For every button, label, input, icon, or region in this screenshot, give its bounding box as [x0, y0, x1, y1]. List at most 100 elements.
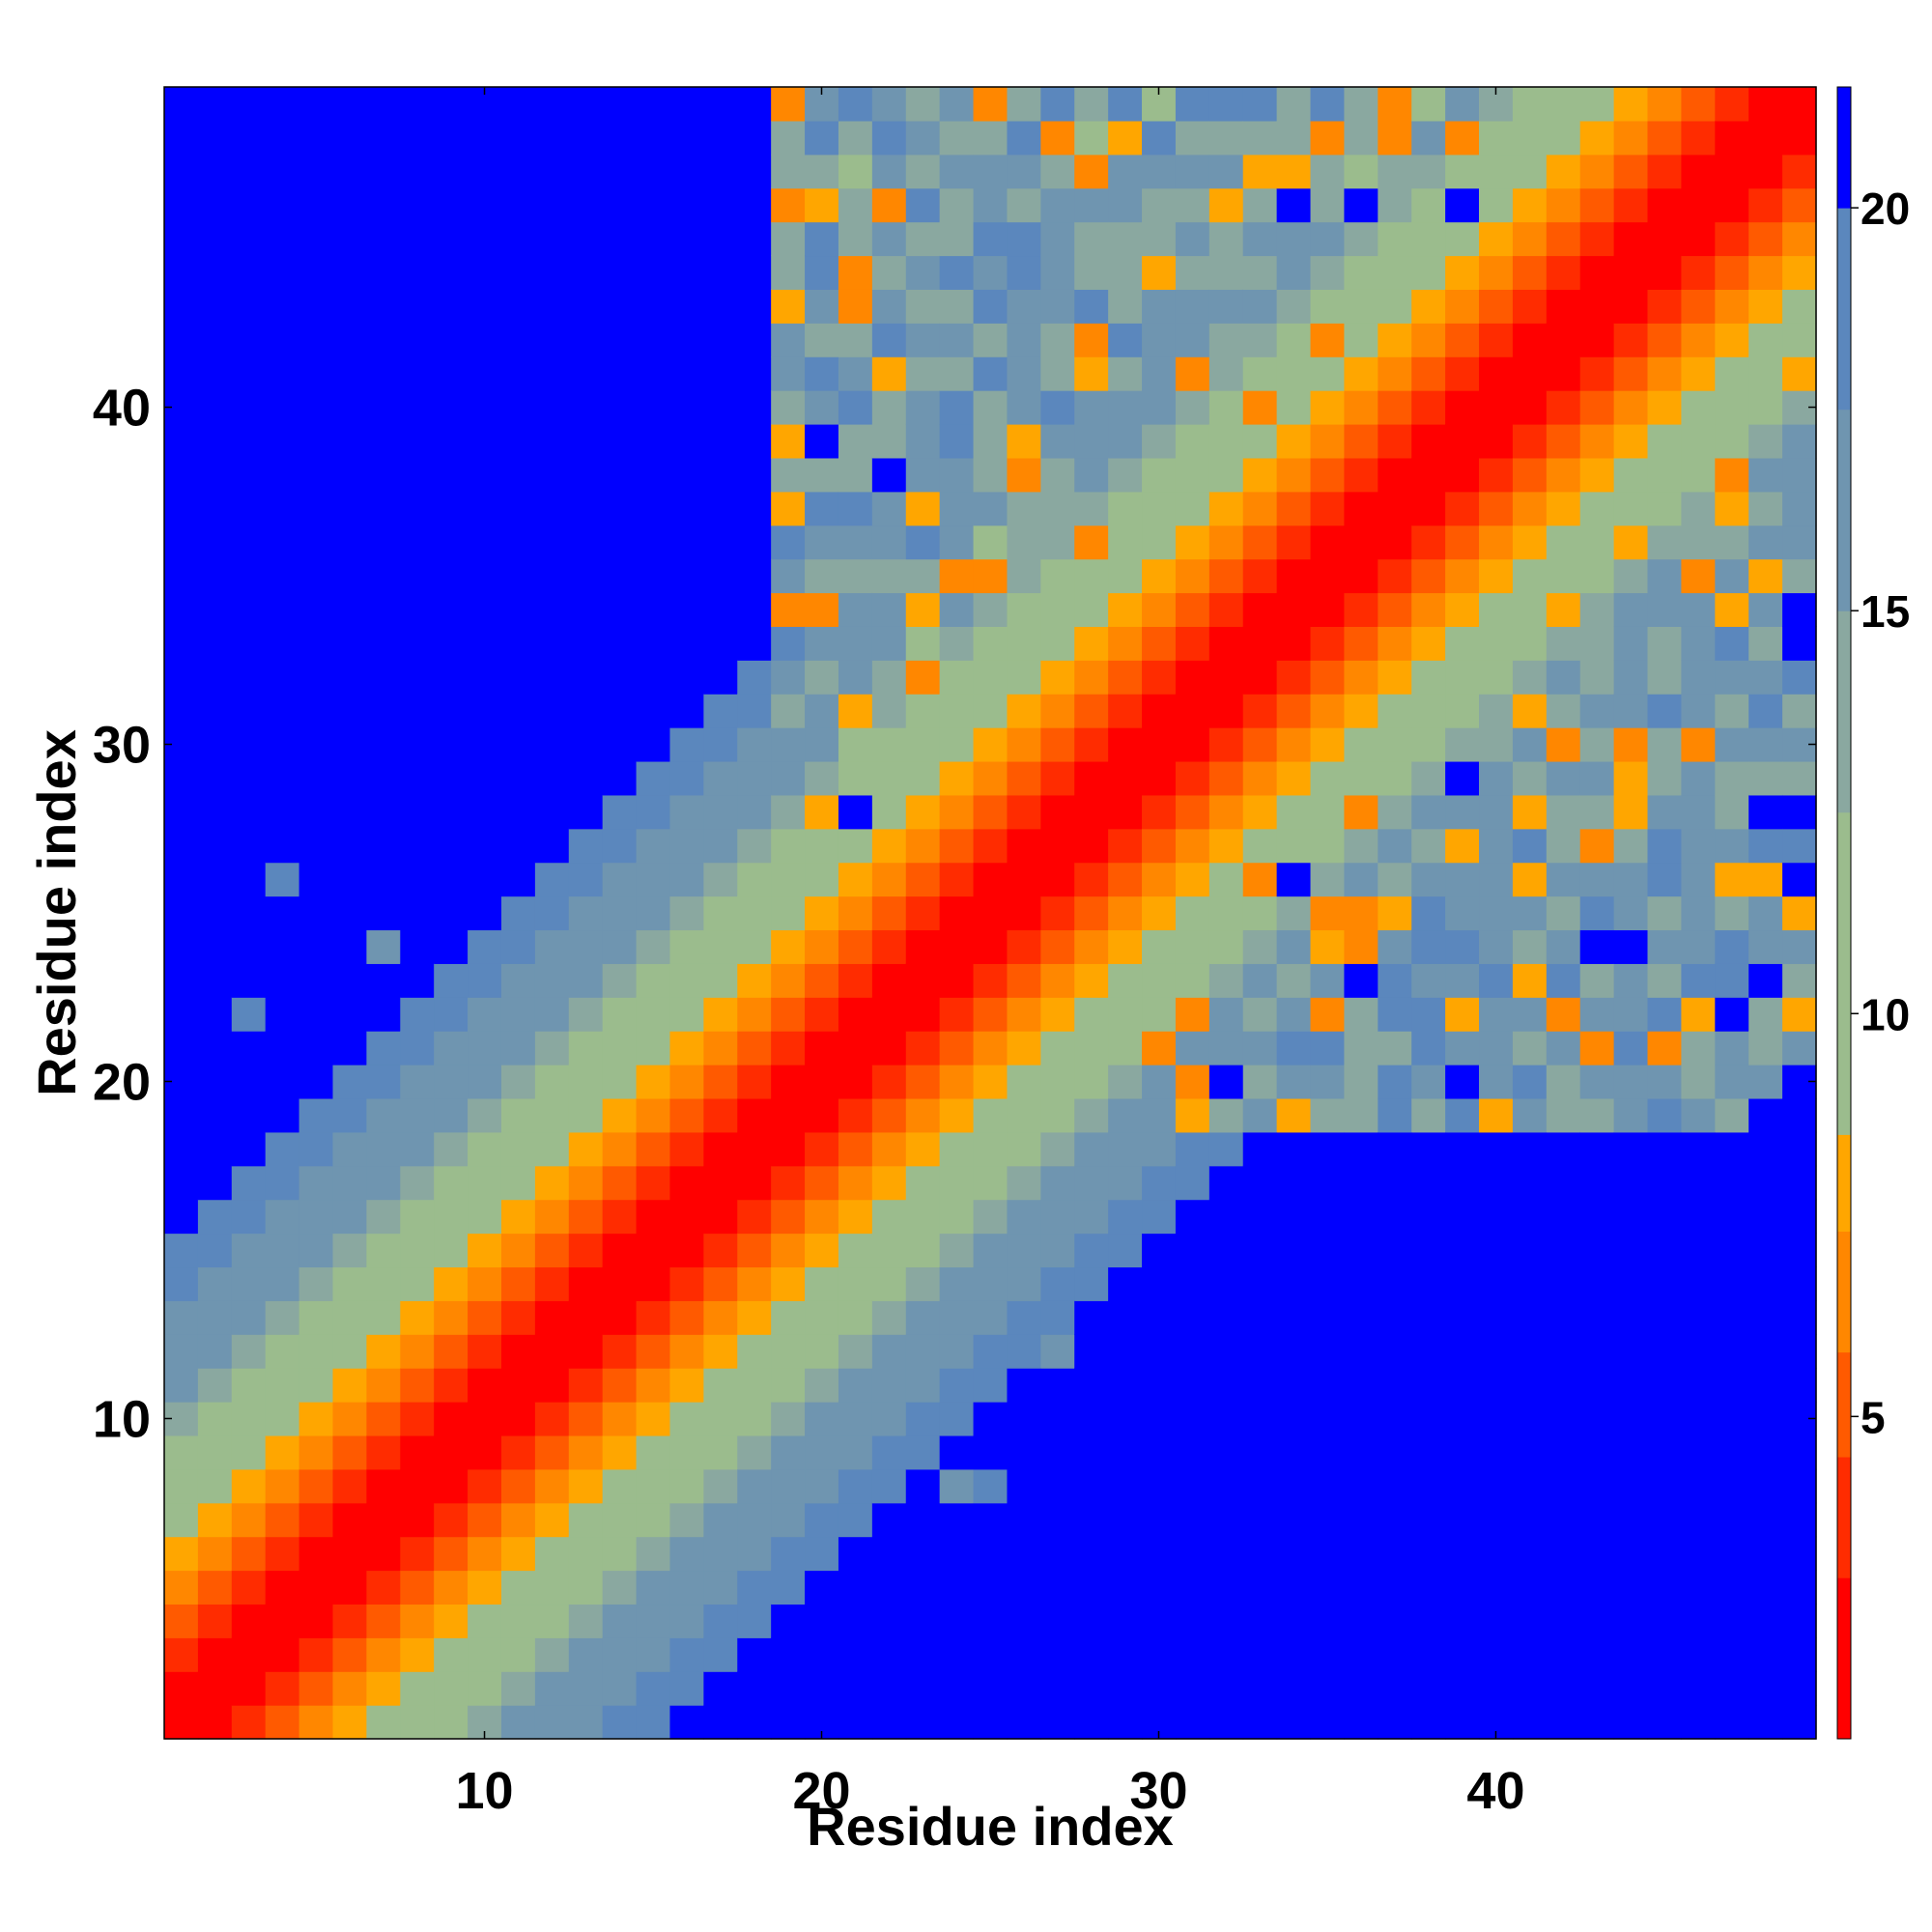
heatmap-cell: [366, 1705, 401, 1740]
heatmap-cell: [1175, 1502, 1210, 1538]
heatmap-cell: [1782, 1266, 1817, 1301]
heatmap-cell: [265, 491, 300, 526]
heatmap-cell: [1479, 154, 1514, 189]
heatmap-cell: [905, 1031, 941, 1065]
heatmap-cell: [400, 1435, 435, 1470]
heatmap-cell: [1208, 491, 1244, 526]
heatmap-cell: [231, 1502, 267, 1538]
heatmap-cell: [197, 895, 233, 931]
y-tick-label: 40: [93, 380, 151, 438]
heatmap-cell: [1748, 1604, 1783, 1638]
heatmap-cell: [1208, 1637, 1244, 1672]
heatmap-cell: [905, 1604, 941, 1638]
heatmap-cell: [231, 929, 267, 964]
heatmap-cell: [164, 1637, 199, 1672]
heatmap-cell: [1310, 356, 1346, 391]
heatmap-cell: [197, 491, 233, 526]
heatmap-cell: [1546, 423, 1581, 459]
heatmap-cell: [1479, 1671, 1514, 1706]
heatmap-cell: [1007, 592, 1041, 627]
heatmap-cell: [1613, 289, 1649, 324]
heatmap-cell: [636, 1671, 671, 1706]
heatmap-cell: [500, 626, 536, 661]
heatmap-cell: [1007, 491, 1041, 526]
heatmap-cell: [1378, 1266, 1412, 1301]
heatmap-cell: [703, 1097, 738, 1133]
heatmap-cell: [1242, 221, 1278, 257]
heatmap-cell: [1681, 1435, 1716, 1470]
heatmap-cell: [805, 1637, 839, 1672]
heatmap-cell: [973, 423, 1009, 459]
heatmap-cell: [468, 1334, 502, 1369]
heatmap-cell: [197, 87, 233, 122]
heatmap-cell: [197, 457, 233, 493]
heatmap-cell: [1310, 1435, 1346, 1470]
heatmap-cell: [602, 1233, 638, 1268]
heatmap-cell: [838, 1199, 873, 1235]
heatmap-cell: [669, 323, 704, 357]
heatmap-cell: [838, 323, 873, 357]
heatmap-cell: [231, 558, 267, 594]
heatmap-cell: [400, 1199, 435, 1235]
heatmap-cell: [434, 1300, 469, 1335]
heatmap-cell: [703, 1468, 738, 1504]
heatmap-cell: [332, 1334, 367, 1369]
heatmap-cell: [332, 895, 367, 931]
heatmap-cell: [871, 1131, 907, 1167]
heatmap-cell: [669, 457, 704, 493]
heatmap-cell: [1613, 1368, 1649, 1403]
heatmap-cell: [1748, 423, 1783, 459]
heatmap-cell: [265, 626, 300, 661]
heatmap-cell: [265, 760, 300, 796]
heatmap-cell: [1647, 289, 1683, 324]
heatmap-cell: [602, 1031, 638, 1065]
heatmap-cell: [1007, 1065, 1041, 1099]
heatmap-cell: [1344, 1604, 1378, 1638]
heatmap-cell: [1378, 1097, 1412, 1133]
heatmap-cell: [1378, 895, 1412, 931]
heatmap-cell: [939, 1468, 975, 1504]
heatmap-cell: [805, 626, 839, 661]
heatmap-cell: [468, 1199, 502, 1235]
heatmap-cell: [231, 1671, 267, 1706]
heatmap-cell: [1108, 221, 1143, 257]
heatmap-cell: [400, 525, 435, 560]
heatmap-cell: [771, 1435, 806, 1470]
heatmap-cell: [1546, 1536, 1581, 1572]
heatmap-cell: [1445, 1266, 1480, 1301]
colorbar-segment: [1837, 409, 1851, 611]
heatmap-cell: [1782, 1468, 1817, 1504]
heatmap-cell: [602, 694, 638, 728]
heatmap-cell: [164, 525, 199, 560]
heatmap-cell: [805, 356, 839, 391]
heatmap-cell: [1715, 154, 1749, 189]
heatmap-cell: [298, 862, 334, 897]
heatmap-cell: [1613, 895, 1649, 931]
heatmap-cell: [1108, 1165, 1143, 1201]
heatmap-cell: [636, 1502, 671, 1538]
heatmap-cell: [500, 929, 536, 964]
heatmap-cell: [1142, 828, 1177, 864]
heatmap-cell: [568, 457, 604, 493]
heatmap-cell: [568, 1705, 604, 1740]
heatmap-cell: [1276, 862, 1312, 897]
heatmap-cell: [1613, 1604, 1649, 1638]
heatmap-cell: [1782, 963, 1817, 998]
heatmap-cell: [737, 1705, 772, 1740]
heatmap-cell: [973, 120, 1009, 156]
heatmap-cell: [1445, 1502, 1480, 1538]
heatmap-cell: [568, 1570, 604, 1605]
heatmap-cell: [1074, 660, 1109, 695]
heatmap-cell: [703, 1300, 738, 1335]
x-axis-label: Residue index: [807, 1796, 1174, 1857]
heatmap-cell: [1715, 491, 1749, 526]
heatmap-cell: [1411, 525, 1446, 560]
heatmap-cell: [1411, 895, 1446, 931]
heatmap-cell: [534, 1031, 570, 1065]
heatmap-cell: [1074, 154, 1109, 189]
heatmap-cell: [1007, 356, 1041, 391]
heatmap-cell: [1108, 828, 1143, 864]
heatmap-cell: [534, 491, 570, 526]
heatmap-cell: [737, 491, 772, 526]
heatmap-cell: [1546, 1402, 1581, 1436]
